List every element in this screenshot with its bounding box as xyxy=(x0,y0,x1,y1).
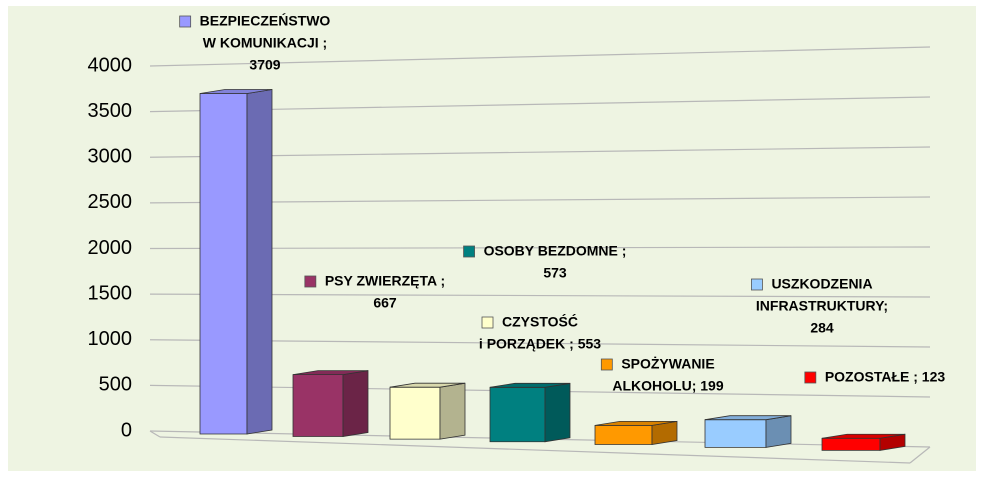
data-label: ALKOHOLU; 199 xyxy=(612,378,723,394)
y-tick-label: 1500 xyxy=(88,282,133,304)
y-tick-label: 2000 xyxy=(88,237,133,259)
label-swatch xyxy=(179,15,192,28)
bar-top xyxy=(594,420,678,426)
label-swatch xyxy=(481,316,494,329)
grid-line xyxy=(149,246,931,250)
bar-front xyxy=(489,386,546,443)
bar xyxy=(821,433,906,451)
data-label: i PORZĄDEK ; 553 xyxy=(479,336,601,352)
bar xyxy=(489,382,571,443)
y-tick-label: 2500 xyxy=(88,191,133,213)
label-swatch xyxy=(804,371,817,384)
bar-front xyxy=(821,437,881,451)
bar-top xyxy=(821,433,906,439)
grid-line xyxy=(149,146,931,158)
data-label: PSY ZWIERZĘTA ; xyxy=(325,273,445,289)
grid-line xyxy=(149,339,931,348)
bar-top xyxy=(489,382,571,388)
grid-line xyxy=(149,196,931,204)
data-label: W KOMUNIKACJI ; xyxy=(203,35,327,51)
bar-top xyxy=(704,415,792,421)
y-tick-label: 1000 xyxy=(88,328,133,350)
bar-side xyxy=(246,89,273,435)
floor-edge xyxy=(149,430,161,438)
bar-front xyxy=(594,424,653,445)
bar xyxy=(704,415,792,448)
y-tick-label: 3000 xyxy=(88,146,133,168)
bar xyxy=(594,420,678,445)
label-swatch xyxy=(304,275,317,288)
bar-top xyxy=(389,382,466,388)
bar-side xyxy=(544,382,571,443)
data-label: 573 xyxy=(543,265,567,281)
y-tick-label: 3500 xyxy=(88,100,133,122)
grid-line xyxy=(149,96,931,113)
bar xyxy=(389,382,466,440)
data-label: USZKODZENIA xyxy=(771,276,872,292)
y-tick-label: 0 xyxy=(121,419,132,441)
bar-front xyxy=(292,374,344,437)
grid-line xyxy=(149,46,931,67)
grid-line xyxy=(149,293,931,298)
bar-front xyxy=(704,419,767,448)
data-label: 284 xyxy=(810,320,834,336)
bar xyxy=(292,370,369,438)
bar-side xyxy=(765,415,792,448)
bar-side xyxy=(342,370,369,438)
data-label: 667 xyxy=(373,295,397,311)
data-label: BEZPIECZEŃSTWO xyxy=(200,13,331,29)
y-tick-label: 4000 xyxy=(88,54,133,76)
floor-edge xyxy=(909,446,931,464)
label-swatch xyxy=(463,245,475,258)
label-swatch xyxy=(600,358,613,371)
bar-top xyxy=(292,370,369,375)
y-tick-label: 500 xyxy=(99,374,132,396)
bar-front xyxy=(389,386,441,440)
data-label: INFRASTRUKTURY; xyxy=(756,298,888,314)
bar-side xyxy=(439,382,466,440)
floor-edge xyxy=(159,436,911,464)
data-label: OSOBY BEZDOMNE ; xyxy=(484,243,627,259)
bar xyxy=(199,89,273,435)
bar-front xyxy=(199,93,248,435)
data-label: CZYSTOŚĆ xyxy=(502,313,578,330)
bar-top xyxy=(199,89,273,94)
data-label: SPOŻYWANIE xyxy=(621,356,714,372)
data-label: POZOSTAŁE ; 123 xyxy=(825,369,946,385)
label-swatch xyxy=(751,278,763,291)
data-label: 3709 xyxy=(249,57,280,73)
